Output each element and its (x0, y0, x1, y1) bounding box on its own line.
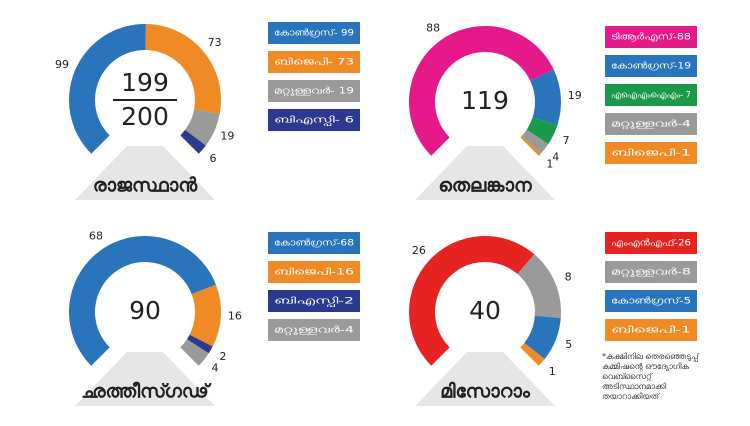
arc-segment (526, 117, 558, 145)
segment-label: 68 (89, 230, 103, 243)
legend-swatch (605, 84, 697, 106)
segment-label: 19 (220, 129, 234, 142)
legend-swatch (268, 80, 360, 102)
legend-label: മറ്റുള്ളവർ-4 (274, 326, 354, 336)
title-plate (415, 146, 555, 200)
arc-segment (409, 236, 535, 366)
segment-label: 4 (211, 362, 218, 375)
legend-swatch (605, 55, 697, 77)
center-value: 119 (461, 86, 509, 115)
segment-label: 26 (412, 244, 426, 257)
segment-label: 88 (426, 21, 440, 34)
legend-swatch (605, 232, 697, 254)
legend-label: എംഎൻഎഫ്-26 (611, 238, 691, 249)
center-value: 199 (121, 68, 169, 97)
segment-label: 73 (208, 36, 222, 49)
arc-segment (521, 129, 549, 154)
arc-segment (180, 339, 209, 366)
arc-segment (520, 135, 541, 156)
title-plate (75, 352, 215, 406)
segment-label: 5 (565, 338, 572, 351)
legend-label: കോൺഗ്രസ്- 99 (274, 28, 354, 39)
legend-swatch (605, 261, 697, 283)
segment-label: 4 (552, 151, 559, 164)
center-value: 200 (121, 102, 169, 131)
arc-segment (186, 334, 213, 354)
title-plate (75, 146, 215, 200)
legend-label: എഐഎംഐഎം- 7 (611, 91, 691, 101)
arc-segment (530, 69, 561, 126)
segment-label: 99 (55, 58, 69, 71)
center-value: 40 (469, 296, 501, 325)
legend-swatch (268, 22, 360, 44)
legend-swatch (605, 319, 697, 341)
segment-label: 19 (568, 89, 582, 102)
segment-label: 16 (228, 310, 242, 323)
legend-label: ബിജെപി-16 (274, 267, 354, 278)
legend-label: മറ്റുള്ളവർ- 19 (274, 87, 354, 97)
legend-swatch (605, 26, 697, 48)
segment-label: 1 (549, 365, 556, 378)
legend-label: കോൺഗ്രസ്-5 (611, 296, 691, 307)
state-name: രാജസ്ഥാൻ (93, 175, 198, 197)
segment-label: 8 (565, 271, 572, 284)
arc-segment (520, 342, 545, 366)
arc-segment (517, 254, 562, 318)
legend-label: ബിജെപി- 73 (274, 57, 354, 68)
legend-swatch (268, 290, 360, 312)
arc-segment (145, 24, 221, 115)
legend-label: കോൺഗ്രസ്-68 (274, 238, 354, 249)
footnote-box: *കക്ഷിനില തെരഞ്ഞെടുപ്പ് കമ്മിഷന്റെ ഔദ്യോ… (602, 352, 699, 401)
legend-label: ബിഎസ്പി-2 (274, 296, 354, 307)
state-name: തെലങ്കാന (438, 175, 532, 197)
legend-label: മറ്റുള്ളവർ-8 (611, 268, 691, 278)
legend-label: മറ്റുള്ളവർ-4 (611, 120, 691, 130)
center-value: 90 (129, 296, 161, 325)
arc-segment (524, 315, 561, 360)
arc-segment (408, 25, 554, 156)
legend-swatch (605, 290, 697, 312)
legend-swatch (268, 319, 360, 341)
footnote: *കക്ഷിനില തെരഞ്ഞെടുപ്പ് കമ്മിഷന്റെ ഔദ്യോ… (602, 352, 699, 401)
segment-label: 1 (546, 157, 553, 170)
segment-label: 6 (210, 152, 217, 165)
arc-segment (180, 129, 206, 154)
segment-label: 2 (219, 350, 226, 363)
arc-segment (68, 235, 216, 366)
title-plate (415, 352, 555, 406)
state-name: മിസോറാം (440, 381, 531, 403)
legend-label: ബിജെപി-1 (611, 148, 691, 159)
legend-swatch (268, 232, 360, 254)
legend-swatch (605, 113, 697, 135)
legend-label: ബിജെപി-1 (611, 325, 691, 336)
legend-swatch (268, 261, 360, 283)
state-name: ഛത്തീസ്ഗഢ് (81, 381, 212, 403)
arc-segment (185, 109, 220, 146)
legend-swatch (605, 142, 697, 164)
segment-label: 7 (563, 134, 570, 147)
legend-label: ബിഎസ്പി- 6 (274, 115, 354, 126)
legend-label: കോൺഗ്രസ്-19 (611, 61, 691, 72)
arc-segment (69, 24, 146, 154)
legend-swatch (268, 51, 360, 73)
legend-swatch (268, 109, 360, 131)
arc-segment (189, 284, 221, 347)
legend-label: ടിആർഎസ്-88 (611, 32, 691, 43)
